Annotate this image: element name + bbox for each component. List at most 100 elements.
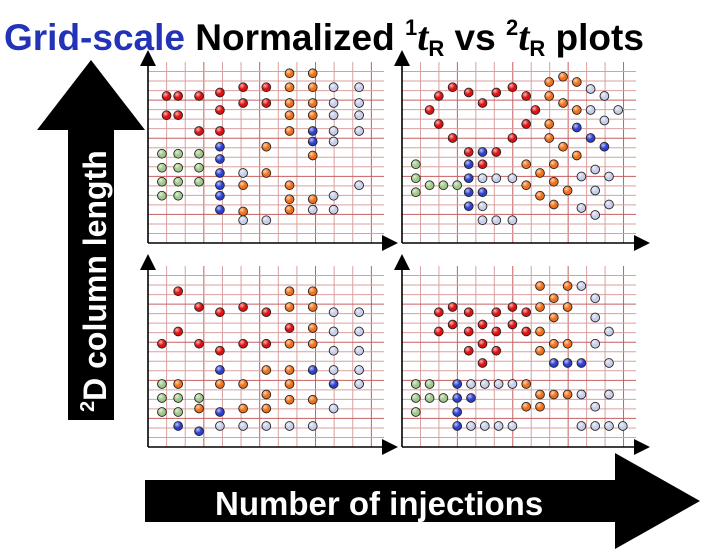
data-point-orange — [173, 379, 184, 389]
data-point-red — [447, 302, 458, 312]
data-point-lavender — [576, 281, 587, 291]
data-point-orange — [307, 302, 318, 312]
data-point-red — [507, 302, 518, 312]
data-point-orange — [307, 68, 318, 79]
data-point-orange — [558, 141, 568, 152]
data-point-blue — [452, 393, 463, 403]
data-point-lavender — [479, 421, 490, 431]
data-point-red — [284, 323, 295, 333]
data-point-orange — [562, 338, 573, 349]
data-point-red — [161, 91, 172, 101]
data-point-blue — [215, 365, 225, 375]
data-point-lavender — [328, 326, 339, 337]
data-point-lavender — [477, 173, 488, 184]
data-point-red — [433, 91, 444, 101]
data-point-orange — [238, 180, 248, 191]
data-point-lavender — [599, 115, 610, 126]
data-point-lavender — [477, 201, 488, 212]
data-point-lavender — [328, 136, 339, 147]
data-point-blue — [307, 365, 318, 375]
data-point-orange — [238, 403, 248, 414]
data-point-orange — [544, 119, 555, 129]
data-point-red — [215, 307, 225, 318]
data-point-orange — [307, 110, 318, 121]
data-point-lavender — [354, 126, 364, 136]
data-point-lavender — [238, 168, 248, 178]
figure-title: Grid-scale Normalized 1tR vs 2tR plots — [4, 2, 710, 61]
data-point-orange — [284, 98, 295, 108]
data-point-orange — [307, 286, 318, 297]
data-point-blue — [215, 204, 225, 215]
data-point-blue — [215, 168, 225, 178]
data-point-orange — [284, 126, 295, 136]
data-point-orange — [284, 379, 295, 389]
data-point-blue — [215, 407, 225, 417]
data-point-orange — [284, 394, 295, 405]
data-point-orange — [544, 91, 555, 101]
data-point-red — [521, 119, 532, 129]
data-point-blue — [173, 421, 184, 431]
grid-lines — [148, 266, 384, 447]
plot-panel-top-right — [394, 50, 650, 251]
data-point-orange — [558, 71, 568, 82]
title-t1-subscript: R — [428, 36, 445, 61]
data-point-lavender — [215, 421, 225, 431]
data-point-orange — [307, 82, 318, 93]
data-point-blue — [463, 159, 474, 170]
data-point-green — [438, 393, 449, 403]
data-point-orange — [562, 185, 573, 196]
data-point-green — [410, 393, 421, 403]
data-point-green — [157, 176, 167, 187]
data-point-lavender — [479, 379, 490, 389]
data-point-lavender — [354, 379, 364, 389]
data-point-blue — [599, 141, 610, 152]
data-point-blue — [215, 141, 225, 152]
data-point-green — [194, 176, 204, 187]
data-point-red — [491, 87, 502, 98]
data-point-lavender — [466, 421, 476, 431]
data-point-green — [157, 190, 167, 201]
plot-panel-bottom-right — [394, 254, 650, 455]
data-points — [410, 281, 628, 431]
data-point-lavender — [284, 421, 295, 431]
data-point-orange — [548, 338, 559, 349]
data-point-orange — [535, 168, 545, 178]
data-point-lavender — [328, 82, 339, 93]
data-point-red — [463, 147, 474, 157]
data-point-red — [215, 105, 225, 115]
data-point-orange — [284, 68, 295, 79]
data-point-orange — [544, 133, 555, 143]
data-point-lavender — [261, 215, 272, 226]
title-plots: plots — [545, 17, 644, 58]
data-point-lavender — [604, 171, 614, 182]
data-point-red — [463, 345, 474, 356]
data-point-lavender — [576, 203, 587, 213]
column-length-arrow-sup: 2 — [77, 401, 99, 412]
data-point-red — [194, 126, 204, 136]
data-point-orange — [521, 159, 532, 170]
data-point-orange — [535, 326, 545, 337]
data-point-orange — [261, 365, 272, 375]
data-point-red — [507, 319, 518, 330]
data-point-green — [157, 379, 167, 389]
title-normalized: Normalized — [195, 17, 405, 58]
data-point-orange — [215, 379, 225, 389]
data-point-red — [491, 307, 502, 318]
data-point-red — [447, 319, 458, 330]
data-point-orange — [307, 338, 318, 349]
data-point-lavender — [328, 403, 339, 414]
data-point-orange — [284, 286, 295, 297]
data-point-green — [452, 180, 463, 191]
grid-lines — [402, 266, 636, 447]
data-point-green — [194, 162, 204, 173]
data-point-red — [261, 98, 272, 108]
data-point-lavender — [604, 326, 614, 337]
data-point-red — [477, 338, 488, 349]
data-point-orange — [562, 302, 573, 312]
data-point-red — [194, 302, 204, 312]
data-point-green — [410, 187, 421, 198]
column-length-arrow-label: 2D column length — [77, 150, 113, 412]
data-point-blue — [477, 147, 488, 157]
column-length-arrow-shape — [37, 60, 145, 420]
data-point-lavender — [354, 180, 364, 191]
